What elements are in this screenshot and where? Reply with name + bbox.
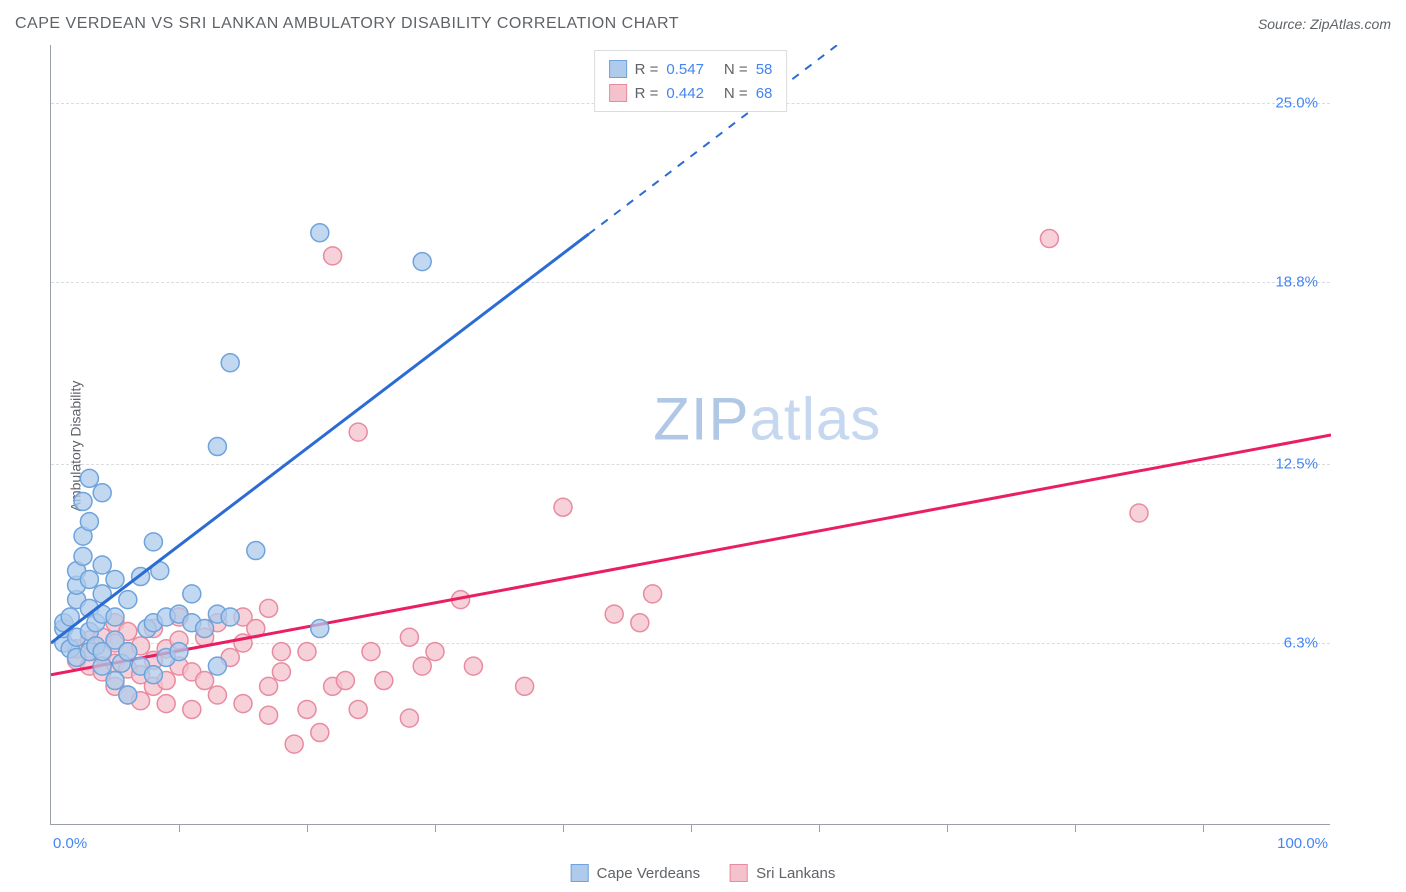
scatter-point-a bbox=[93, 484, 111, 502]
scatter-point-b bbox=[605, 605, 623, 623]
r-value-a: 0.547 bbox=[666, 61, 704, 78]
r-value-b: 0.442 bbox=[666, 85, 704, 102]
scatter-point-a bbox=[80, 570, 98, 588]
scatter-point-b bbox=[272, 663, 290, 681]
legend-item-b: Sri Lankans bbox=[730, 864, 835, 882]
scatter-point-b bbox=[324, 247, 342, 265]
scatter-point-b bbox=[516, 677, 534, 695]
scatter-point-a bbox=[208, 657, 226, 675]
scatter-point-a bbox=[119, 686, 137, 704]
scatter-point-a bbox=[170, 643, 188, 661]
scatter-point-b bbox=[285, 735, 303, 753]
scatter-point-a bbox=[311, 224, 329, 242]
legend-swatch-b bbox=[609, 84, 627, 102]
scatter-point-a bbox=[208, 438, 226, 456]
series-legend: Cape Verdeans Sri Lankans bbox=[571, 864, 836, 882]
scatter-point-b bbox=[349, 423, 367, 441]
scatter-point-a bbox=[106, 608, 124, 626]
scatter-point-b bbox=[336, 672, 354, 690]
x-tick bbox=[691, 824, 692, 832]
scatter-point-a bbox=[413, 253, 431, 271]
legend-label-b: Sri Lankans bbox=[756, 865, 835, 882]
scatter-point-a bbox=[119, 591, 137, 609]
scatter-point-b bbox=[362, 643, 380, 661]
scatter-point-a bbox=[80, 469, 98, 487]
scatter-point-b bbox=[1040, 230, 1058, 248]
scatter-point-a bbox=[144, 666, 162, 684]
source-label: Source: ZipAtlas.com bbox=[1258, 16, 1391, 32]
x-tick bbox=[947, 824, 948, 832]
legend-swatch-b-bottom bbox=[730, 864, 748, 882]
chart-title: CAPE VERDEAN VS SRI LANKAN AMBULATORY DI… bbox=[15, 15, 679, 33]
scatter-point-b bbox=[298, 700, 316, 718]
scatter-point-b bbox=[349, 700, 367, 718]
scatter-point-a bbox=[74, 547, 92, 565]
scatter-point-b bbox=[260, 599, 278, 617]
scatter-point-a bbox=[119, 643, 137, 661]
scatter-point-a bbox=[221, 608, 239, 626]
scatter-point-a bbox=[311, 620, 329, 638]
scatter-point-b bbox=[234, 695, 252, 713]
scatter-point-b bbox=[413, 657, 431, 675]
legend-swatch-a-bottom bbox=[571, 864, 589, 882]
n-value-a: 58 bbox=[756, 61, 773, 78]
scatter-point-a bbox=[221, 354, 239, 372]
legend-row-a: R = 0.547 N = 58 bbox=[609, 57, 773, 81]
x-tick-label: 100.0% bbox=[1277, 835, 1328, 852]
x-tick bbox=[1203, 824, 1204, 832]
scatter-point-a bbox=[144, 533, 162, 551]
scatter-point-b bbox=[260, 706, 278, 724]
scatter-point-b bbox=[400, 628, 418, 646]
source-prefix: Source: bbox=[1258, 16, 1310, 32]
chart-plot-area: ZIPatlas R = 0.547 N = 58 R = 0.442 N = … bbox=[50, 45, 1330, 825]
plot-svg bbox=[51, 45, 1331, 825]
x-tick-label: 0.0% bbox=[53, 835, 87, 852]
legend-swatch-a bbox=[609, 60, 627, 78]
source-value: ZipAtlas.com bbox=[1310, 16, 1391, 32]
scatter-point-b bbox=[298, 643, 316, 661]
scatter-point-a bbox=[93, 556, 111, 574]
scatter-point-b bbox=[426, 643, 444, 661]
scatter-point-a bbox=[106, 570, 124, 588]
scatter-point-b bbox=[631, 614, 649, 632]
legend-row-b: R = 0.442 N = 68 bbox=[609, 81, 773, 105]
scatter-point-a bbox=[106, 672, 124, 690]
x-tick bbox=[435, 824, 436, 832]
x-tick bbox=[1075, 824, 1076, 832]
scatter-point-b bbox=[644, 585, 662, 603]
scatter-point-a bbox=[247, 542, 265, 560]
scatter-point-b bbox=[554, 498, 572, 516]
scatter-point-a bbox=[74, 492, 92, 510]
scatter-point-b bbox=[1130, 504, 1148, 522]
legend-label-a: Cape Verdeans bbox=[597, 865, 700, 882]
x-tick bbox=[819, 824, 820, 832]
scatter-point-a bbox=[196, 620, 214, 638]
n-label-a: N = bbox=[724, 61, 748, 78]
legend-item-a: Cape Verdeans bbox=[571, 864, 700, 882]
scatter-point-b bbox=[208, 686, 226, 704]
trendline-b bbox=[51, 435, 1331, 675]
scatter-point-b bbox=[196, 672, 214, 690]
scatter-point-b bbox=[464, 657, 482, 675]
scatter-point-a bbox=[80, 513, 98, 531]
n-value-b: 68 bbox=[756, 85, 773, 102]
trendline-a bbox=[51, 234, 589, 643]
x-tick bbox=[563, 824, 564, 832]
scatter-point-b bbox=[183, 700, 201, 718]
x-tick bbox=[307, 824, 308, 832]
correlation-legend: R = 0.547 N = 58 R = 0.442 N = 68 bbox=[594, 50, 788, 112]
r-label-a: R = bbox=[635, 61, 659, 78]
scatter-point-b bbox=[157, 695, 175, 713]
scatter-point-b bbox=[311, 724, 329, 742]
scatter-point-b bbox=[375, 672, 393, 690]
scatter-point-b bbox=[400, 709, 418, 727]
x-tick bbox=[179, 824, 180, 832]
scatter-point-b bbox=[260, 677, 278, 695]
scatter-point-b bbox=[272, 643, 290, 661]
r-label-b: R = bbox=[635, 85, 659, 102]
n-label-b: N = bbox=[724, 85, 748, 102]
scatter-point-a bbox=[183, 585, 201, 603]
